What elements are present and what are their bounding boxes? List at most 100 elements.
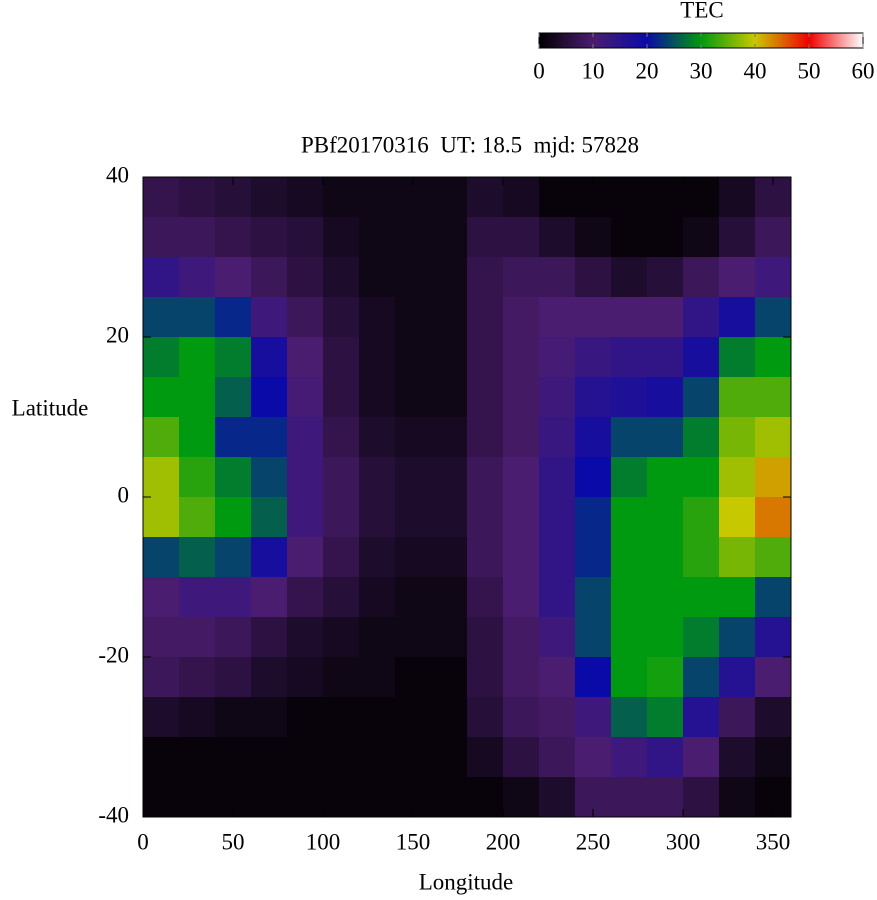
heat-cell [575, 497, 612, 538]
heat-cell [143, 577, 180, 618]
y-tick-label: -40 [98, 802, 129, 827]
heat-cell [683, 697, 720, 738]
heat-cell [251, 457, 288, 498]
heat-cell [611, 217, 648, 258]
heat-cell [539, 577, 576, 618]
heat-cell [467, 737, 504, 778]
heat-cell [143, 217, 180, 258]
heat-cell [251, 177, 288, 218]
heat-cell [575, 217, 612, 258]
colorbar-tick-label: 30 [690, 58, 713, 83]
heat-cell [215, 337, 252, 378]
heat-cell [611, 577, 648, 618]
heat-cell [359, 497, 396, 538]
heat-cell [179, 697, 216, 738]
heat-cell [467, 377, 504, 418]
heat-cell [683, 777, 720, 818]
heat-cell [575, 617, 612, 658]
heat-cell [395, 217, 432, 258]
heat-cell [323, 417, 360, 458]
heat-cell [251, 217, 288, 258]
colorbar-tick-label: 50 [798, 58, 821, 83]
heat-cell [287, 777, 324, 818]
heat-cell [719, 537, 756, 578]
heat-cell [719, 217, 756, 258]
heat-cell [755, 577, 792, 618]
heat-cell [287, 697, 324, 738]
heat-cell [215, 297, 252, 338]
heat-cell [359, 617, 396, 658]
heat-cell [755, 457, 792, 498]
heat-cell [179, 657, 216, 698]
heat-cell [395, 497, 432, 538]
heat-cell [683, 177, 720, 218]
heat-cell [359, 297, 396, 338]
x-tick-label: 0 [137, 829, 149, 854]
heat-cell [143, 457, 180, 498]
heat-cell [215, 417, 252, 458]
heat-cell [683, 257, 720, 298]
heat-cell [323, 737, 360, 778]
heat-cell [575, 417, 612, 458]
heat-cell [431, 297, 468, 338]
heat-cell [539, 217, 576, 258]
heat-cell [395, 697, 432, 738]
heat-cell [359, 177, 396, 218]
heat-cell [179, 737, 216, 778]
heat-cell [323, 777, 360, 818]
heat-cell [503, 337, 540, 378]
heat-cell [143, 337, 180, 378]
heat-cell [323, 377, 360, 418]
heat-cell [395, 377, 432, 418]
colorbar-label: TEC [680, 0, 723, 22]
heat-cell [575, 257, 612, 298]
heat-cell [143, 297, 180, 338]
heat-cell [755, 657, 792, 698]
heat-cell [683, 217, 720, 258]
heat-cell [323, 577, 360, 618]
heat-cell [503, 777, 540, 818]
heat-cell [323, 457, 360, 498]
heat-cell [395, 257, 432, 298]
heat-cell [179, 497, 216, 538]
y-tick-label: 40 [106, 162, 129, 187]
heat-cell [251, 777, 288, 818]
heat-cell [431, 417, 468, 458]
heat-cell [143, 417, 180, 458]
heat-cell [251, 257, 288, 298]
heat-cell [287, 257, 324, 298]
heat-cell [395, 337, 432, 378]
heat-cell [251, 537, 288, 578]
heat-cell [359, 337, 396, 378]
heat-cell [467, 217, 504, 258]
heat-cell [719, 257, 756, 298]
heat-cell [683, 657, 720, 698]
heat-cell [179, 177, 216, 218]
heat-cell [503, 617, 540, 658]
heat-cell [359, 577, 396, 618]
heat-cell [503, 257, 540, 298]
heat-cell [539, 417, 576, 458]
heat-cell [287, 377, 324, 418]
heat-cell [179, 417, 216, 458]
heat-cell [359, 697, 396, 738]
heat-cell [647, 537, 684, 578]
heat-cell [719, 457, 756, 498]
heat-cell [431, 537, 468, 578]
heat-cell [179, 457, 216, 498]
heat-cell [467, 497, 504, 538]
heat-cell [719, 617, 756, 658]
heat-cell [611, 617, 648, 658]
heat-cell [755, 257, 792, 298]
heat-cell [287, 417, 324, 458]
heat-cell [215, 217, 252, 258]
heat-cell [395, 657, 432, 698]
heat-cell [323, 697, 360, 738]
heat-cell [503, 497, 540, 538]
heat-cell [287, 297, 324, 338]
heat-cell [395, 577, 432, 618]
heat-cell [611, 257, 648, 298]
heat-cell [647, 217, 684, 258]
y-axis-label: Latitude [12, 395, 89, 420]
